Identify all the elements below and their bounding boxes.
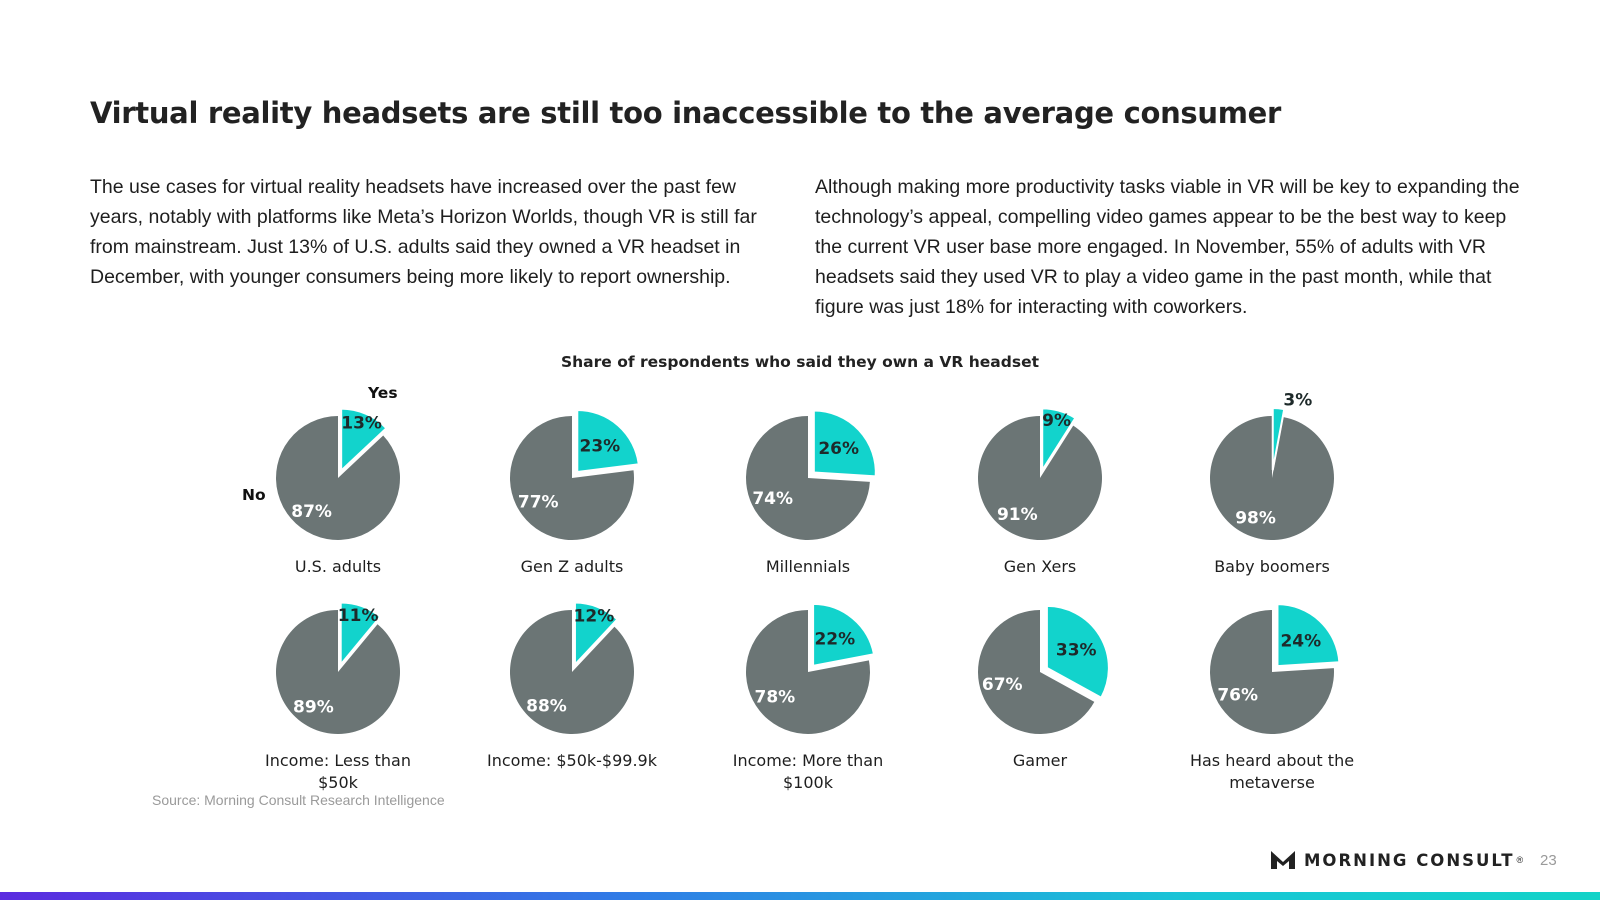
pie-label-yes: 12% bbox=[574, 607, 615, 627]
source-note: Source: Morning Consult Research Intelli… bbox=[152, 792, 445, 808]
pie-slice-no bbox=[745, 610, 870, 734]
brand-logo: MORNING CONSULT ® bbox=[1270, 848, 1523, 872]
pie-slice-no bbox=[509, 610, 634, 735]
pie-label-yes: 26% bbox=[818, 439, 859, 459]
pie-slice-yes bbox=[1041, 407, 1077, 474]
pie-slice-no bbox=[1209, 416, 1334, 540]
pie-slice-yes bbox=[339, 601, 382, 668]
brand-registered-mark: ® bbox=[1516, 855, 1524, 865]
pie-slice-no bbox=[276, 610, 401, 735]
pie-label-yes: 24% bbox=[1280, 631, 1321, 651]
pie-label-no: 88% bbox=[526, 697, 567, 717]
pie-category-label: Baby boomers bbox=[1214, 557, 1330, 576]
pie-slice-yes bbox=[340, 407, 388, 473]
pie-slice-yes bbox=[576, 408, 640, 474]
pie-slice-yes bbox=[812, 409, 877, 478]
pie-label-no: 77% bbox=[518, 492, 559, 512]
pie-4 bbox=[1209, 407, 1334, 540]
bottom-gradient-bar bbox=[0, 892, 1600, 900]
pie-category-label: Income: $50k-$99.9k bbox=[487, 751, 657, 770]
pie-slice-yes bbox=[1271, 407, 1286, 471]
pie-category-label: Gen Z adults bbox=[520, 557, 624, 576]
pie-label-yes: 9% bbox=[1042, 411, 1071, 431]
pie-slice-no bbox=[510, 416, 634, 540]
pie-3 bbox=[977, 407, 1102, 540]
pie-0 bbox=[276, 407, 400, 540]
pie-label-yes: 11% bbox=[338, 606, 379, 626]
brand-name: MORNING CONSULT bbox=[1304, 850, 1515, 870]
pie-label-no: 89% bbox=[293, 698, 334, 718]
pie-label-no: 76% bbox=[1217, 685, 1258, 705]
pie-category-label: Has heard about the metaverse bbox=[1189, 751, 1355, 792]
page-title: Virtual reality headsets are still too i… bbox=[90, 96, 1282, 130]
pie-7 bbox=[745, 602, 876, 734]
pie-label-yes: 13% bbox=[341, 413, 382, 433]
pie-label-no: 98% bbox=[1235, 509, 1276, 529]
pie-1 bbox=[510, 408, 640, 540]
pie-slice-no bbox=[746, 416, 870, 540]
pie-label-no: 74% bbox=[752, 489, 793, 509]
pie-category-label: Gen Xers bbox=[1003, 557, 1077, 576]
pie-label-no: 78% bbox=[754, 687, 795, 707]
pie-label-yes: 22% bbox=[814, 630, 855, 650]
pie-8 bbox=[978, 604, 1110, 734]
pie-label-no: 67% bbox=[982, 675, 1023, 695]
pie-category-label: Income: More than $100k bbox=[732, 751, 884, 792]
pie-6 bbox=[509, 601, 634, 735]
pie-9 bbox=[1210, 603, 1341, 734]
pie-label-yes: 33% bbox=[1056, 641, 1097, 661]
pie-slice-yes bbox=[573, 601, 619, 668]
pie-label-yes: 3% bbox=[1283, 390, 1312, 410]
pie-category-label: Millennials bbox=[765, 557, 851, 576]
pie-label-no: 91% bbox=[997, 505, 1038, 525]
brand-m-icon bbox=[1271, 851, 1295, 869]
pie-slice-no bbox=[978, 610, 1095, 734]
pie-5 bbox=[276, 601, 401, 735]
pie-slice-no bbox=[977, 416, 1102, 540]
legend-yes-label: Yes bbox=[368, 384, 398, 402]
pie-category-label: Gamer bbox=[1012, 751, 1068, 770]
legend-no-label: No bbox=[242, 486, 266, 504]
pie-slice-yes bbox=[812, 602, 876, 668]
chart-title: Share of respondents who said they own a… bbox=[560, 353, 1039, 371]
pie-2 bbox=[746, 409, 877, 540]
pie-slice-no bbox=[1210, 610, 1335, 734]
intro-paragraph-right: Although making more productivity tasks … bbox=[815, 176, 1520, 318]
pie-label-no: 87% bbox=[291, 502, 332, 522]
intro-paragraph-left: The use cases for virtual reality headse… bbox=[90, 176, 757, 288]
pie-category-label: U.S. adults bbox=[294, 557, 382, 576]
pie-label-yes: 23% bbox=[579, 436, 620, 456]
pie-category-label: Income: Less than $50k bbox=[265, 751, 411, 792]
page-number: 23 bbox=[1540, 852, 1557, 869]
pie-slice-no bbox=[276, 416, 400, 540]
pie-slice-yes bbox=[1276, 603, 1341, 668]
pie-slice-yes bbox=[1045, 604, 1110, 700]
